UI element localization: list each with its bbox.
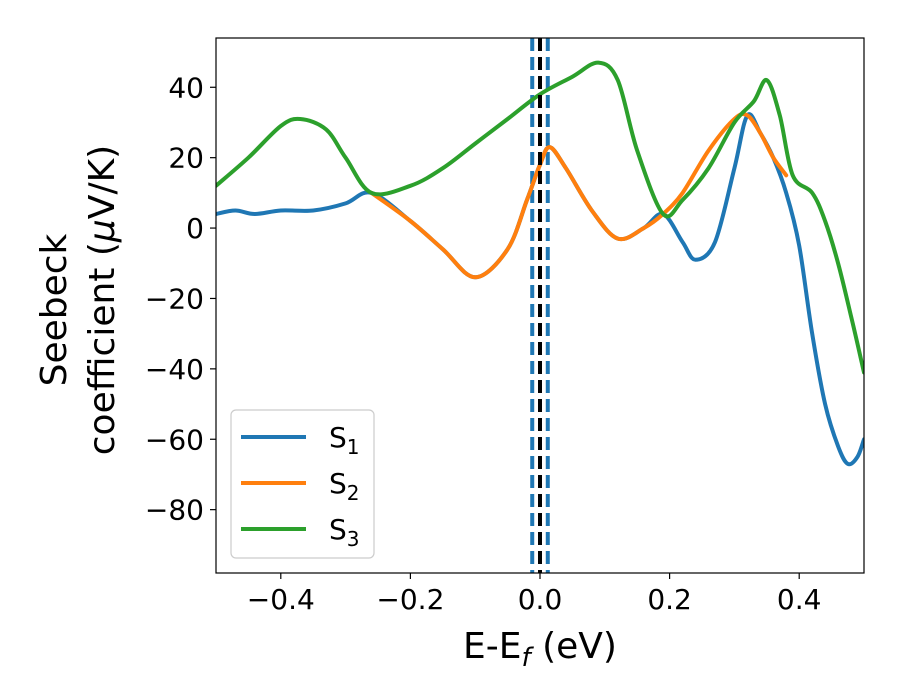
x-tick-label: −0.4 — [247, 583, 315, 616]
series-line-s3 — [216, 60, 864, 375]
x-tick-label: 0.4 — [777, 583, 822, 616]
legend-item-s2: S2 — [241, 467, 360, 505]
x-tick-label: 0.2 — [647, 583, 692, 616]
legend-item-s3: S3 — [241, 513, 360, 551]
mu-symbol: μ — [82, 219, 123, 243]
series-lines — [216, 60, 864, 467]
x-tick-label: 0.0 — [518, 583, 563, 616]
y-tick-label: 20 — [168, 142, 204, 175]
legend-label: S3 — [329, 513, 360, 551]
legend-label: S2 — [329, 467, 360, 505]
y-axis-label-line2: coefficient (μV/K) — [82, 145, 123, 455]
x-tick-label: −0.2 — [376, 583, 444, 616]
legend: S1 S2 S3 — [230, 409, 375, 559]
y-tick-label: −80 — [145, 494, 204, 527]
x-axis-label: E-Ef (eV) — [463, 626, 617, 673]
series-line-s2 — [369, 111, 789, 280]
y-tick-label: −40 — [145, 353, 204, 386]
legend-item-s1: S1 — [241, 421, 360, 459]
y-tick-label: −20 — [145, 282, 204, 315]
y-tick-label: −60 — [145, 423, 204, 456]
legend-label: S1 — [329, 421, 360, 459]
x-ticks: −0.4 −0.2 0.0 0.2 0.4 — [247, 573, 822, 616]
y-axis-label-line1: Seebeck — [34, 233, 75, 386]
y-tick-label: 0 — [186, 212, 204, 245]
y-tick-label: 40 — [168, 71, 204, 104]
y-ticks: 40 20 0 −20 −40 −60 −80 — [145, 71, 216, 527]
